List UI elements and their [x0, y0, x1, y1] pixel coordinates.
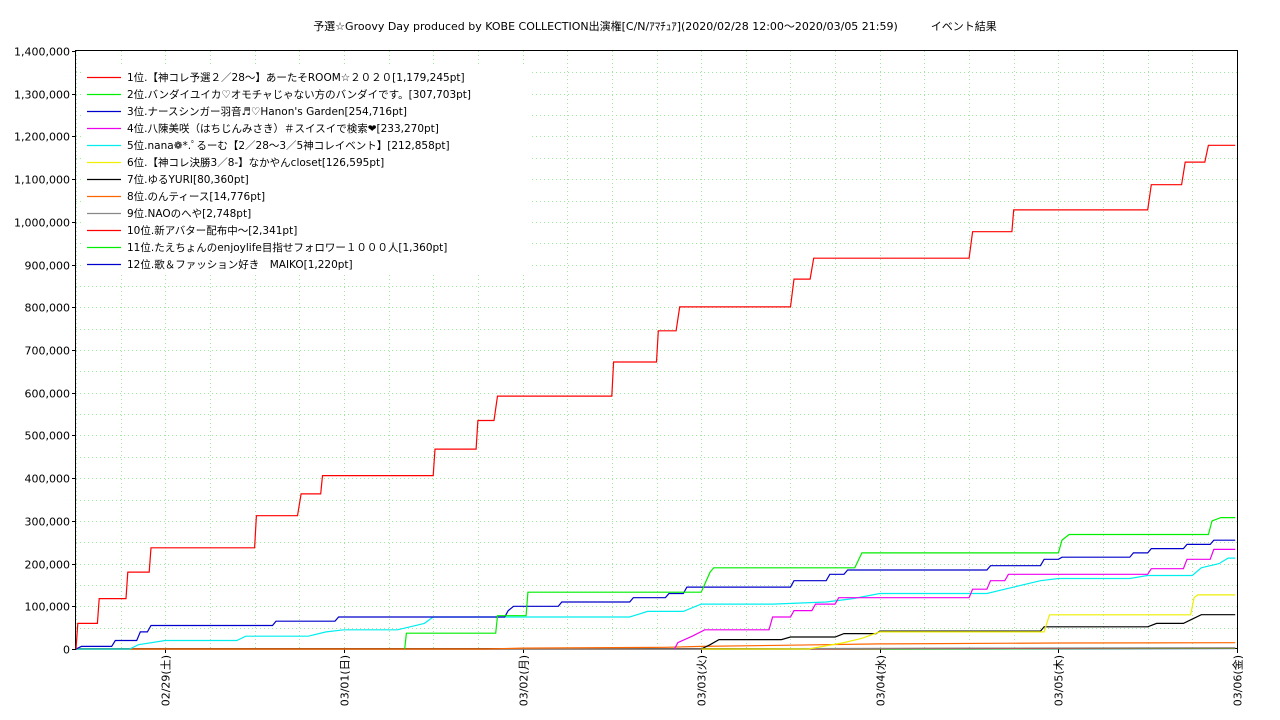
series-line-5: [76, 557, 1236, 650]
legend-label-3: 3位.ナースシンガー羽音♬♡Hanon's Garden[254,716pt]: [127, 105, 407, 118]
y-tick-label: 1,400,000: [14, 46, 70, 59]
legend-label-10: 10位.新アバター配布中〜[2,341pt]: [127, 224, 297, 237]
y-tick-label: 700,000: [25, 345, 71, 358]
legend-label-8: 8位.のんティース[14,776pt]: [127, 190, 265, 203]
y-tick-label: 800,000: [25, 302, 71, 315]
legend-background: [82, 66, 530, 274]
y-tick-label: 300,000: [25, 516, 71, 529]
x-axis: 02/29(土) 03/01(日) 03/02(月) 03/03(火) 03/04(水)…: [160, 649, 1245, 706]
series-line-6: [701, 594, 1236, 650]
series-line-1: [75, 144, 1236, 650]
y-tick-label: 1,300,000: [14, 89, 70, 102]
legend: 1位.【神コレ予選２／28〜】あーたそROOM☆２０２０[1,179,245pt…: [82, 66, 530, 274]
y-tick-label: 100,000: [25, 601, 71, 614]
y-tick-label: 600,000: [25, 388, 71, 401]
x-tick-label: 02/29(土): [160, 655, 173, 706]
series-layer: [75, 144, 1236, 650]
y-axis: 0 100,000 200,000 300,000 400,000 500,000 600,…: [14, 46, 76, 657]
x-tick-label: 03/04(水): [875, 655, 888, 706]
legend-label-12: 12位.歌＆ファッション好き MAIKO[1,220pt]: [127, 258, 353, 271]
legend-label-4: 4位.八陳美咲（はちじんみさき）＃スイスイで検索❤[233,270pt]: [127, 122, 439, 135]
grid-layer: [76, 51, 1238, 649]
chart-title: 予選☆Groovy Day produced by KOBE COLLECTIO…: [313, 20, 997, 33]
y-tick-label: 1,200,000: [14, 131, 70, 144]
legend-label-2: 2位.バンダイユイカ♡オモチャじゃない方のバンダイです。[307,703pt]: [127, 88, 471, 101]
y-tick-label: 1,100,000: [14, 174, 70, 187]
legend-label-5: 5位.nana❁*.ﾟるーむ【2／28〜3／5神コレイベント】[212,858p…: [127, 139, 450, 152]
legend-label-11: 11位.たえちょんのenjoylife目指せフォロワー１０００人[1,360pt…: [127, 241, 447, 254]
series-line-7: [700, 614, 1236, 650]
x-tick-label: 03/05(木): [1053, 655, 1066, 706]
x-tick-label: 03/02(月): [518, 655, 531, 706]
series-line-2: [404, 516, 1236, 650]
x-tick-label: 03/01(日): [339, 655, 352, 706]
series-line-4: [673, 548, 1236, 650]
legend-label-6: 6位.【神コレ決勝3／8-】なかやんcloset[126,595pt]: [127, 156, 384, 169]
series-line-3: [75, 539, 1236, 650]
y-tick-label: 500,000: [25, 430, 71, 443]
y-tick-label: 400,000: [25, 473, 71, 486]
legend-label-7: 7位.ゆるYURI[80,360pt]: [127, 173, 249, 186]
y-tick-label: 0: [63, 644, 70, 657]
series-line-8: [76, 642, 1236, 650]
y-tick-label: 900,000: [25, 260, 71, 273]
y-tick-label: 1,000,000: [14, 217, 70, 230]
y-tick-label: 200,000: [25, 559, 71, 572]
legend-label-1: 1位.【神コレ予選２／28〜】あーたそROOM☆２０２０[1,179,245pt…: [127, 71, 465, 84]
x-tick-label: 03/06(金): [1231, 655, 1245, 706]
x-tick-label: 03/03(火): [696, 655, 709, 706]
legend-label-9: 9位.NAOのへや[2,748pt]: [127, 207, 251, 220]
